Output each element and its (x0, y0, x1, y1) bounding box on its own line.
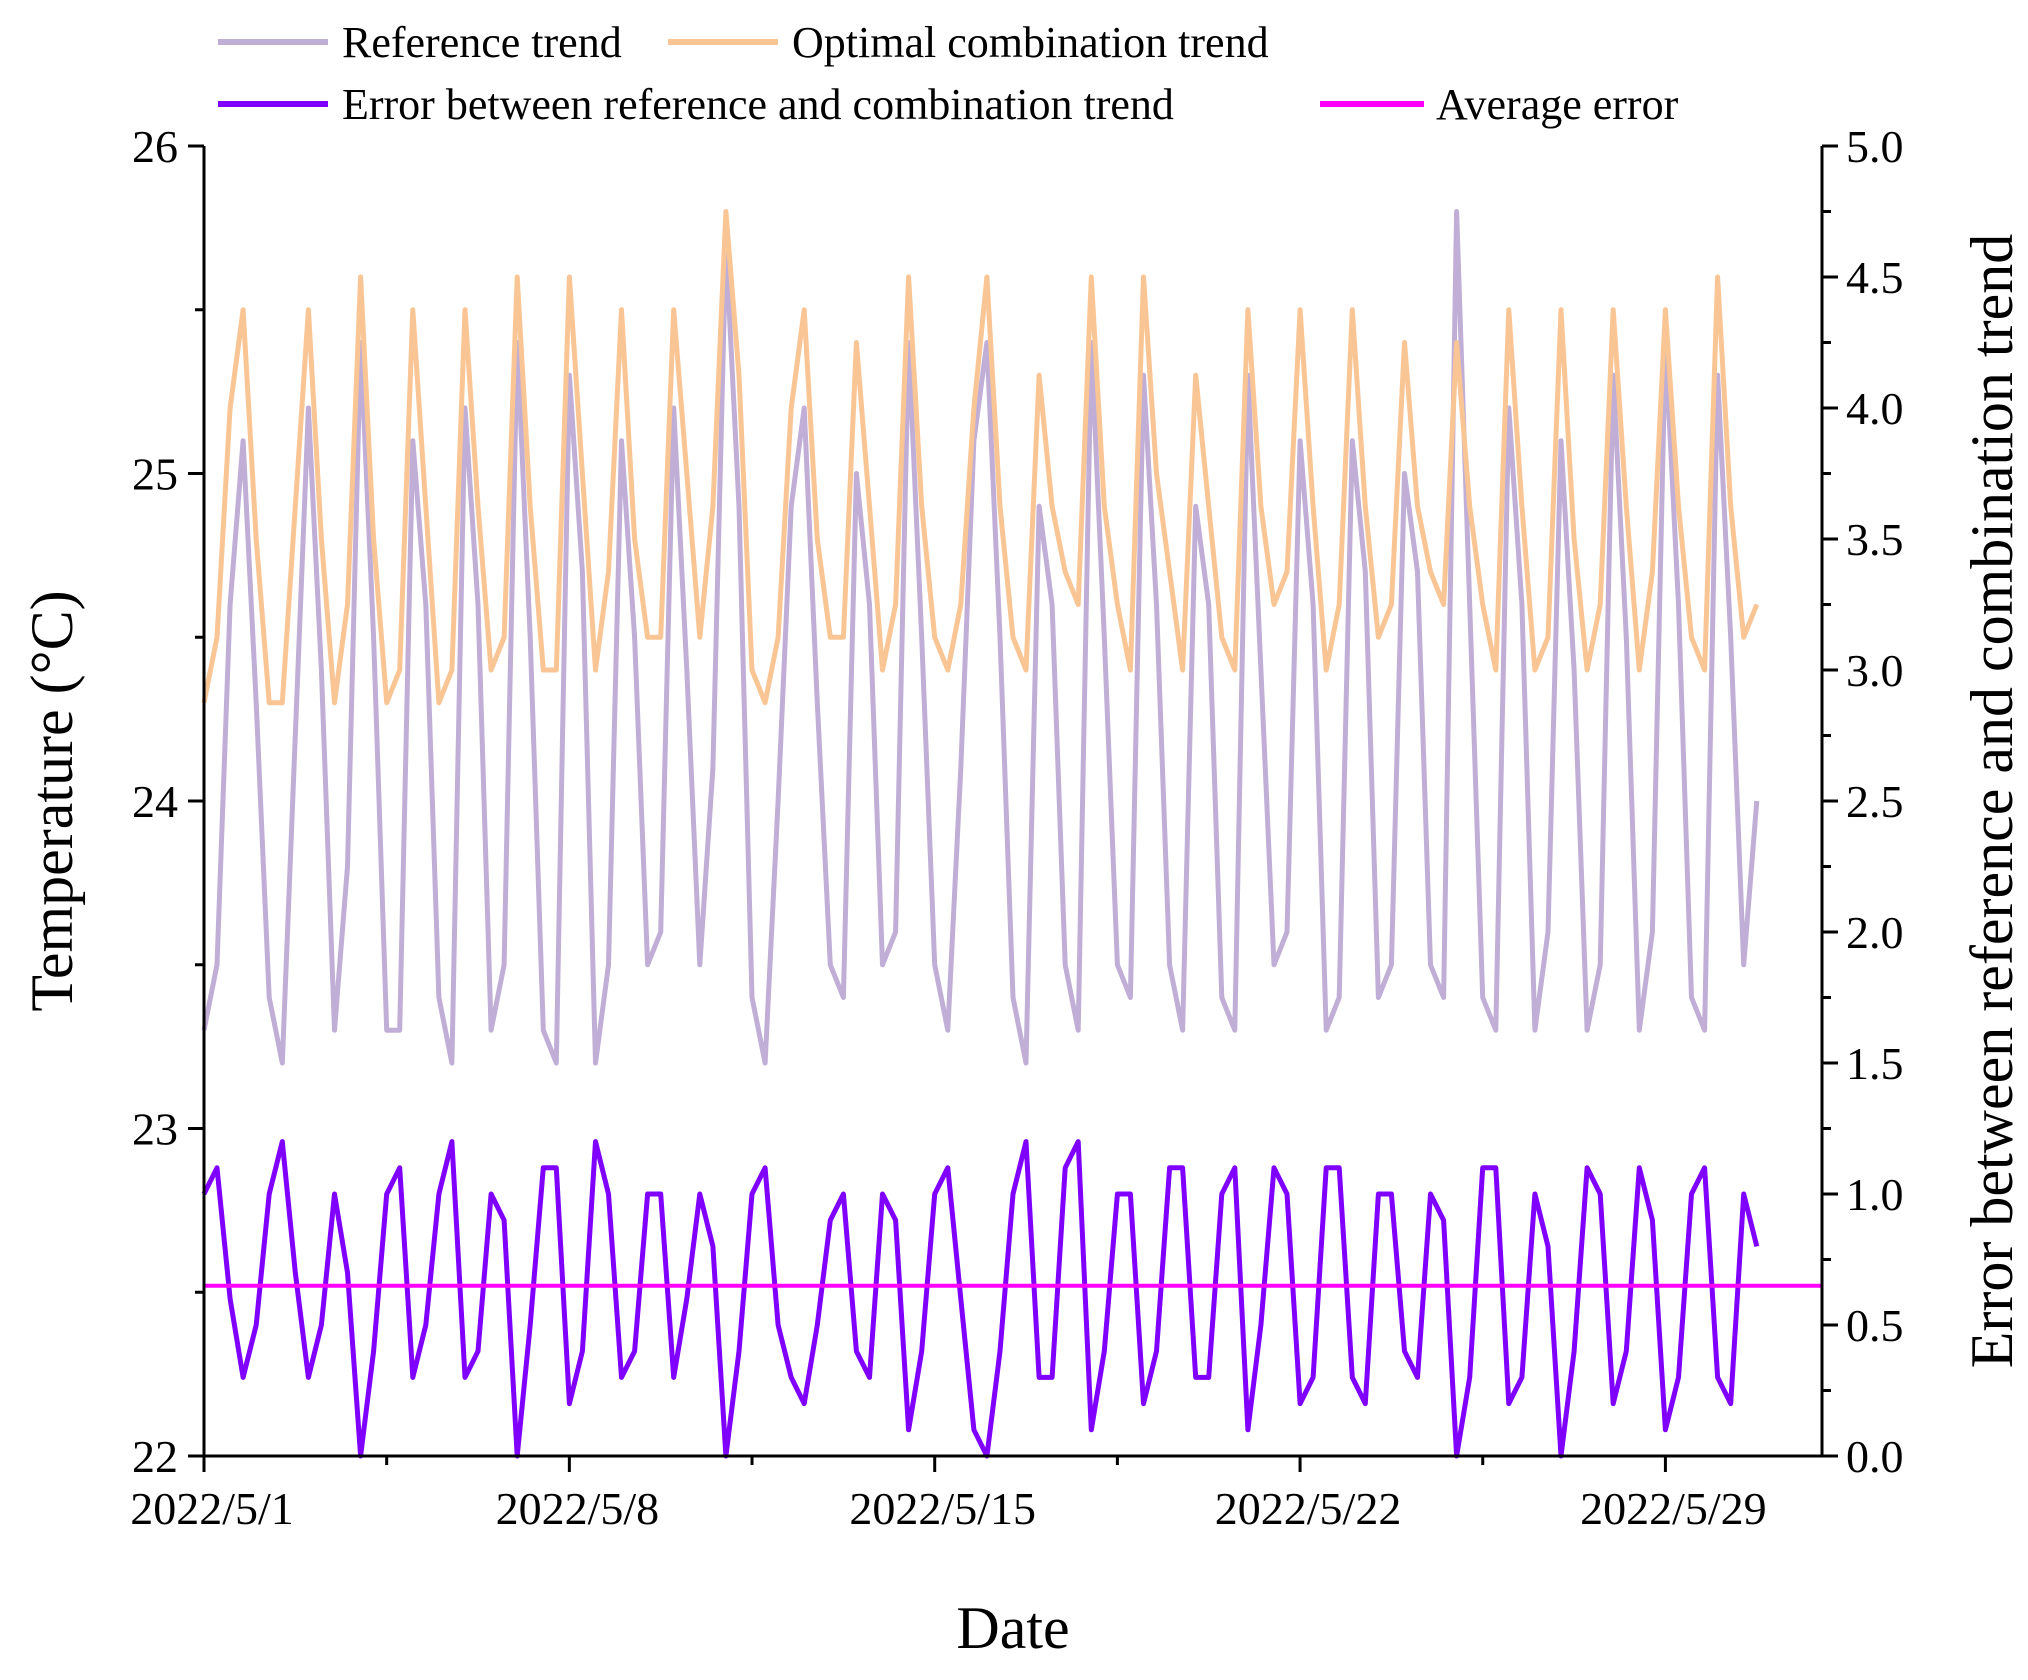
bottom-tick-label: 2022/5/8 (496, 1483, 660, 1534)
right-tick-label: 2.0 (1846, 907, 1904, 958)
left-axis-title: Temperature (°C) (19, 590, 85, 1011)
right-tick-label: 4.0 (1846, 383, 1904, 434)
reference-trend-line (201, 209, 1760, 1066)
right-tick-label: 3.5 (1846, 514, 1904, 565)
left-tick-label: 25 (132, 449, 178, 500)
legend-label-reference: Reference trend (342, 18, 622, 67)
right-tick-label: 3.0 (1846, 645, 1904, 696)
bottom-tick-label: 2022/5/15 (849, 1483, 1036, 1534)
bottom-axis-ticks: 2022/5/1 2022/5/8 2022/5/15 2022/5/22 2022/5… (130, 1456, 1767, 1534)
legend-label-average: Average error (1436, 80, 1679, 129)
right-tick-label: 0.0 (1846, 1431, 1904, 1482)
right-axis-ticks: 0.0 0.5 1.0 1.5 2.0 2.5 3.0 3.5 4.0 4.5 5.0 (1822, 121, 1904, 1482)
right-tick-label: 0.5 (1846, 1300, 1904, 1351)
left-tick-label: 26 (132, 121, 178, 172)
right-axis-title: Error between reference and combination … (1959, 234, 2025, 1368)
bottom-tick-label: 2022/5/22 (1215, 1483, 1402, 1534)
legend-label-error: Error between reference and combination … (342, 80, 1174, 129)
bottom-tick-label: 2022/5/29 (1580, 1483, 1767, 1534)
right-tick-label: 4.5 (1846, 252, 1904, 303)
left-tick-label: 24 (132, 776, 178, 827)
right-tick-label: 1.5 (1846, 1038, 1904, 1089)
bottom-tick-label: 2022/5/1 (130, 1483, 294, 1534)
left-tick-label: 22 (132, 1431, 178, 1482)
legend: Reference trend Optimal combination tren… (218, 18, 1679, 129)
legend-label-combination: Optimal combination trend (792, 18, 1269, 67)
combination-trend-line (201, 209, 1760, 706)
series-layer (201, 209, 1822, 1459)
left-tick-label: 23 (132, 1104, 178, 1155)
x-axis-title: Date (956, 1595, 1069, 1661)
right-tick-label: 2.5 (1846, 776, 1904, 827)
left-axis-ticks: 22 23 24 25 26 (132, 121, 204, 1482)
error-line (201, 1139, 1760, 1459)
right-tick-label: 1.0 (1846, 1169, 1904, 1220)
right-tick-label: 5.0 (1846, 121, 1904, 172)
